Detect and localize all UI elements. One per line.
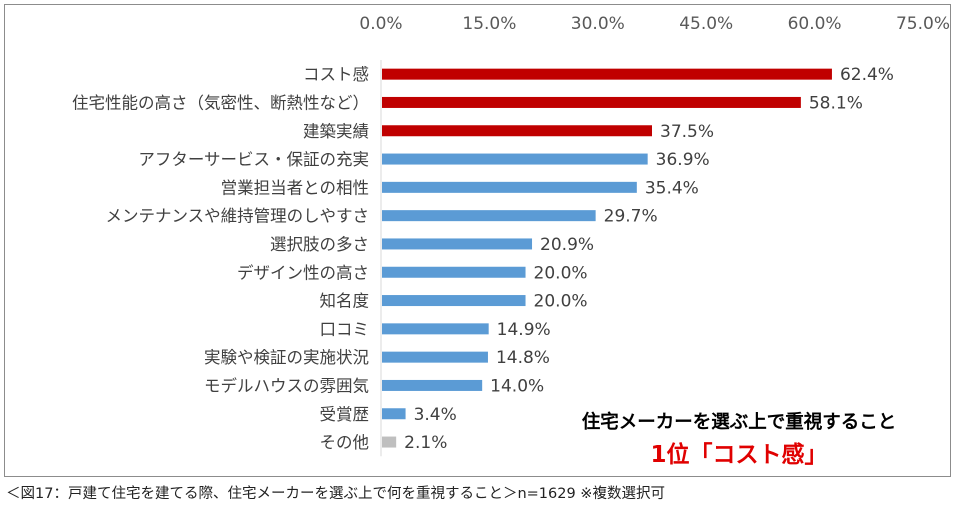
chart-frame: 0.0% 15.0% 30.0% 45.0% 60.0% 75.0% コスト感住宅性能の高… xyxy=(4,4,951,477)
value-label: 20.0% xyxy=(534,263,588,283)
category-label: 営業担当者との相性 xyxy=(221,178,369,197)
bar xyxy=(382,153,648,165)
bar xyxy=(382,96,801,108)
value-label: 14.0% xyxy=(490,376,544,396)
category-label: アフターサービス・保証の充実 xyxy=(138,150,369,169)
category-label: コスト感 xyxy=(303,65,369,84)
category-label: 住宅性能の高さ（気密性、断熱性など） xyxy=(72,93,369,112)
highlight-callout: 住宅メーカーを選ぶ上で重視すること 1位「コスト感」 xyxy=(539,411,939,471)
bar-chart: 0.0% 15.0% 30.0% 45.0% 60.0% 75.0% コスト感住宅性能の高… xyxy=(72,14,950,457)
value-label: 14.9% xyxy=(497,320,551,340)
value-label: 14.8% xyxy=(496,348,550,368)
value-labels: 62.4% 58.1% 37.5% 36.9% 35.4% 29.7% 20.9% 20.0%… xyxy=(404,65,894,453)
x-tick-label: 15.0% xyxy=(462,14,516,34)
bar xyxy=(382,351,488,363)
bar xyxy=(382,323,489,335)
category-label: 口コミ xyxy=(320,320,370,339)
x-axis-ticks: 0.0% 15.0% 30.0% 45.0% 60.0% 75.0% xyxy=(359,14,950,34)
category-label: デザイン性の高さ xyxy=(237,262,369,282)
x-tick-label: 0.0% xyxy=(359,14,402,34)
value-label: 29.7% xyxy=(604,207,658,227)
bar xyxy=(382,125,652,137)
bar xyxy=(382,436,397,448)
bar xyxy=(382,379,483,391)
value-label: 3.4% xyxy=(414,405,457,425)
x-tick-label: 75.0% xyxy=(896,14,950,34)
category-label: 実験や検証の実施状況 xyxy=(204,348,369,367)
highlight-subtitle: 住宅メーカーを選ぶ上で重視すること xyxy=(581,412,897,433)
value-label: 20.0% xyxy=(534,292,588,312)
value-label: 35.4% xyxy=(645,178,699,198)
figure-caption: ＜図17：戸建て住宅を建てる際、住宅メーカーを選ぶ上で何を重視すること＞n=16… xyxy=(6,486,665,502)
category-label: 受賞歴 xyxy=(320,405,370,424)
value-label: 62.4% xyxy=(840,65,894,85)
category-label: 知名度 xyxy=(320,292,370,311)
bar xyxy=(382,408,406,420)
bar xyxy=(382,238,533,250)
bar xyxy=(382,181,637,193)
x-tick-label: 60.0% xyxy=(788,14,842,34)
x-tick-label: 45.0% xyxy=(679,14,733,34)
category-label: 選択肢の多さ xyxy=(270,235,369,254)
bar xyxy=(382,295,526,307)
x-tick-label: 30.0% xyxy=(571,14,625,34)
value-label: 58.1% xyxy=(809,93,863,113)
bar xyxy=(382,266,526,278)
category-label: その他 xyxy=(320,433,370,452)
category-label: メンテナンスや維持管理のしやすさ xyxy=(105,207,369,226)
bar xyxy=(382,68,832,80)
bar xyxy=(382,210,596,222)
highlight-headline: 1位「コスト感」 xyxy=(650,442,828,468)
value-label: 36.9% xyxy=(656,150,710,170)
value-label: 20.9% xyxy=(540,235,594,255)
category-label: 建築実績 xyxy=(303,122,369,141)
bar-series xyxy=(382,68,832,448)
category-label: モデルハウスの雰囲気 xyxy=(204,375,369,395)
value-label: 37.5% xyxy=(660,122,714,142)
value-label: 2.1% xyxy=(404,433,447,453)
